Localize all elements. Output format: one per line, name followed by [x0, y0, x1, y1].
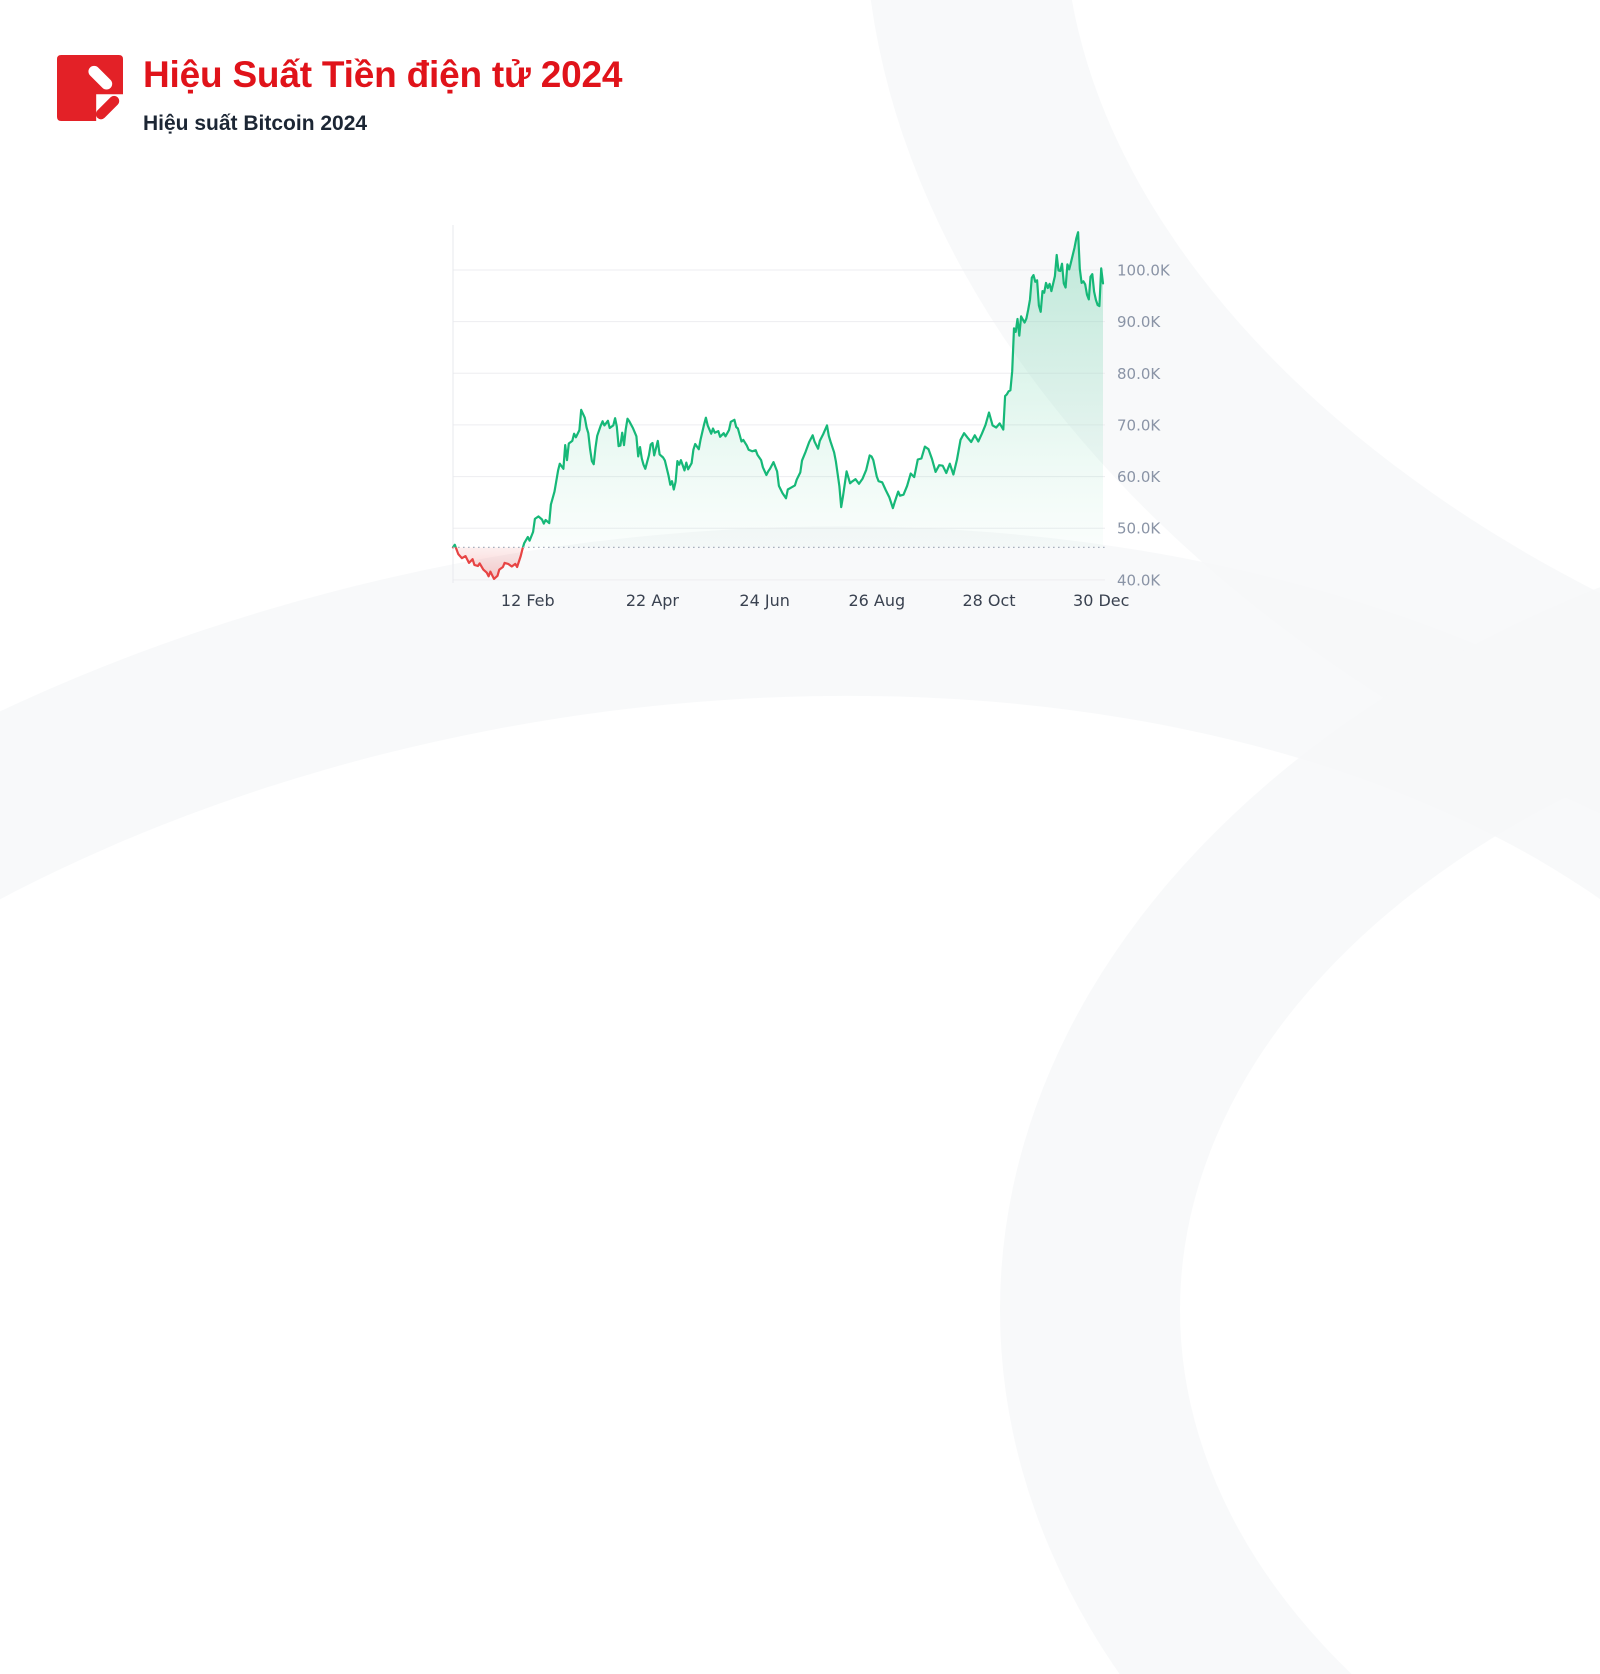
x-axis-label: 12 Feb [501, 591, 555, 610]
y-axis-label: 50.0K [1117, 520, 1161, 538]
brand-logo [57, 55, 123, 121]
chart-canvas[interactable]: 40.0K 50.0K 60.0K 70.0K 80.0K 90.0K 100.0K 12 F… [443, 225, 1183, 625]
y-axis-label: 60.0K [1117, 468, 1161, 486]
red-slash-logo-icon [57, 55, 123, 121]
x-axis-label: 28 Oct [962, 591, 1015, 610]
header: Hiệu Suất Tiền điện tử 2024 Hiệu suất Bi… [57, 55, 622, 135]
x-axis-label: 22 Apr [626, 591, 680, 610]
x-axis-label: 26 Aug [848, 591, 905, 610]
chart-subtitle: Hiệu suất Bitcoin 2024 [143, 111, 368, 135]
area-fill-above-baseline [453, 232, 1103, 548]
price-line-up [451, 231, 1105, 548]
bitcoin-performance-chart[interactable]: 40.0K 50.0K 60.0K 70.0K 80.0K 90.0K 100.0K 12 F… [443, 225, 1183, 625]
title-block: Hiệu Suất Tiền điện tử 2024 Hiệu suất Bi… [143, 55, 622, 135]
y-axis-label: 80.0K [1117, 365, 1161, 383]
y-axis-label: 90.0K [1117, 313, 1161, 331]
y-axis-label: 40.0K [1117, 571, 1161, 589]
x-axis-label: 30 Dec [1073, 591, 1129, 610]
x-axis-label: 24 Jun [739, 591, 789, 610]
area-fill-below-baseline [453, 547, 1103, 579]
page-title: Hiệu Suất Tiền điện tử 2024 [143, 54, 623, 95]
y-axis-label: 100.0K [1117, 261, 1171, 279]
y-axis-label: 70.0K [1117, 416, 1161, 434]
